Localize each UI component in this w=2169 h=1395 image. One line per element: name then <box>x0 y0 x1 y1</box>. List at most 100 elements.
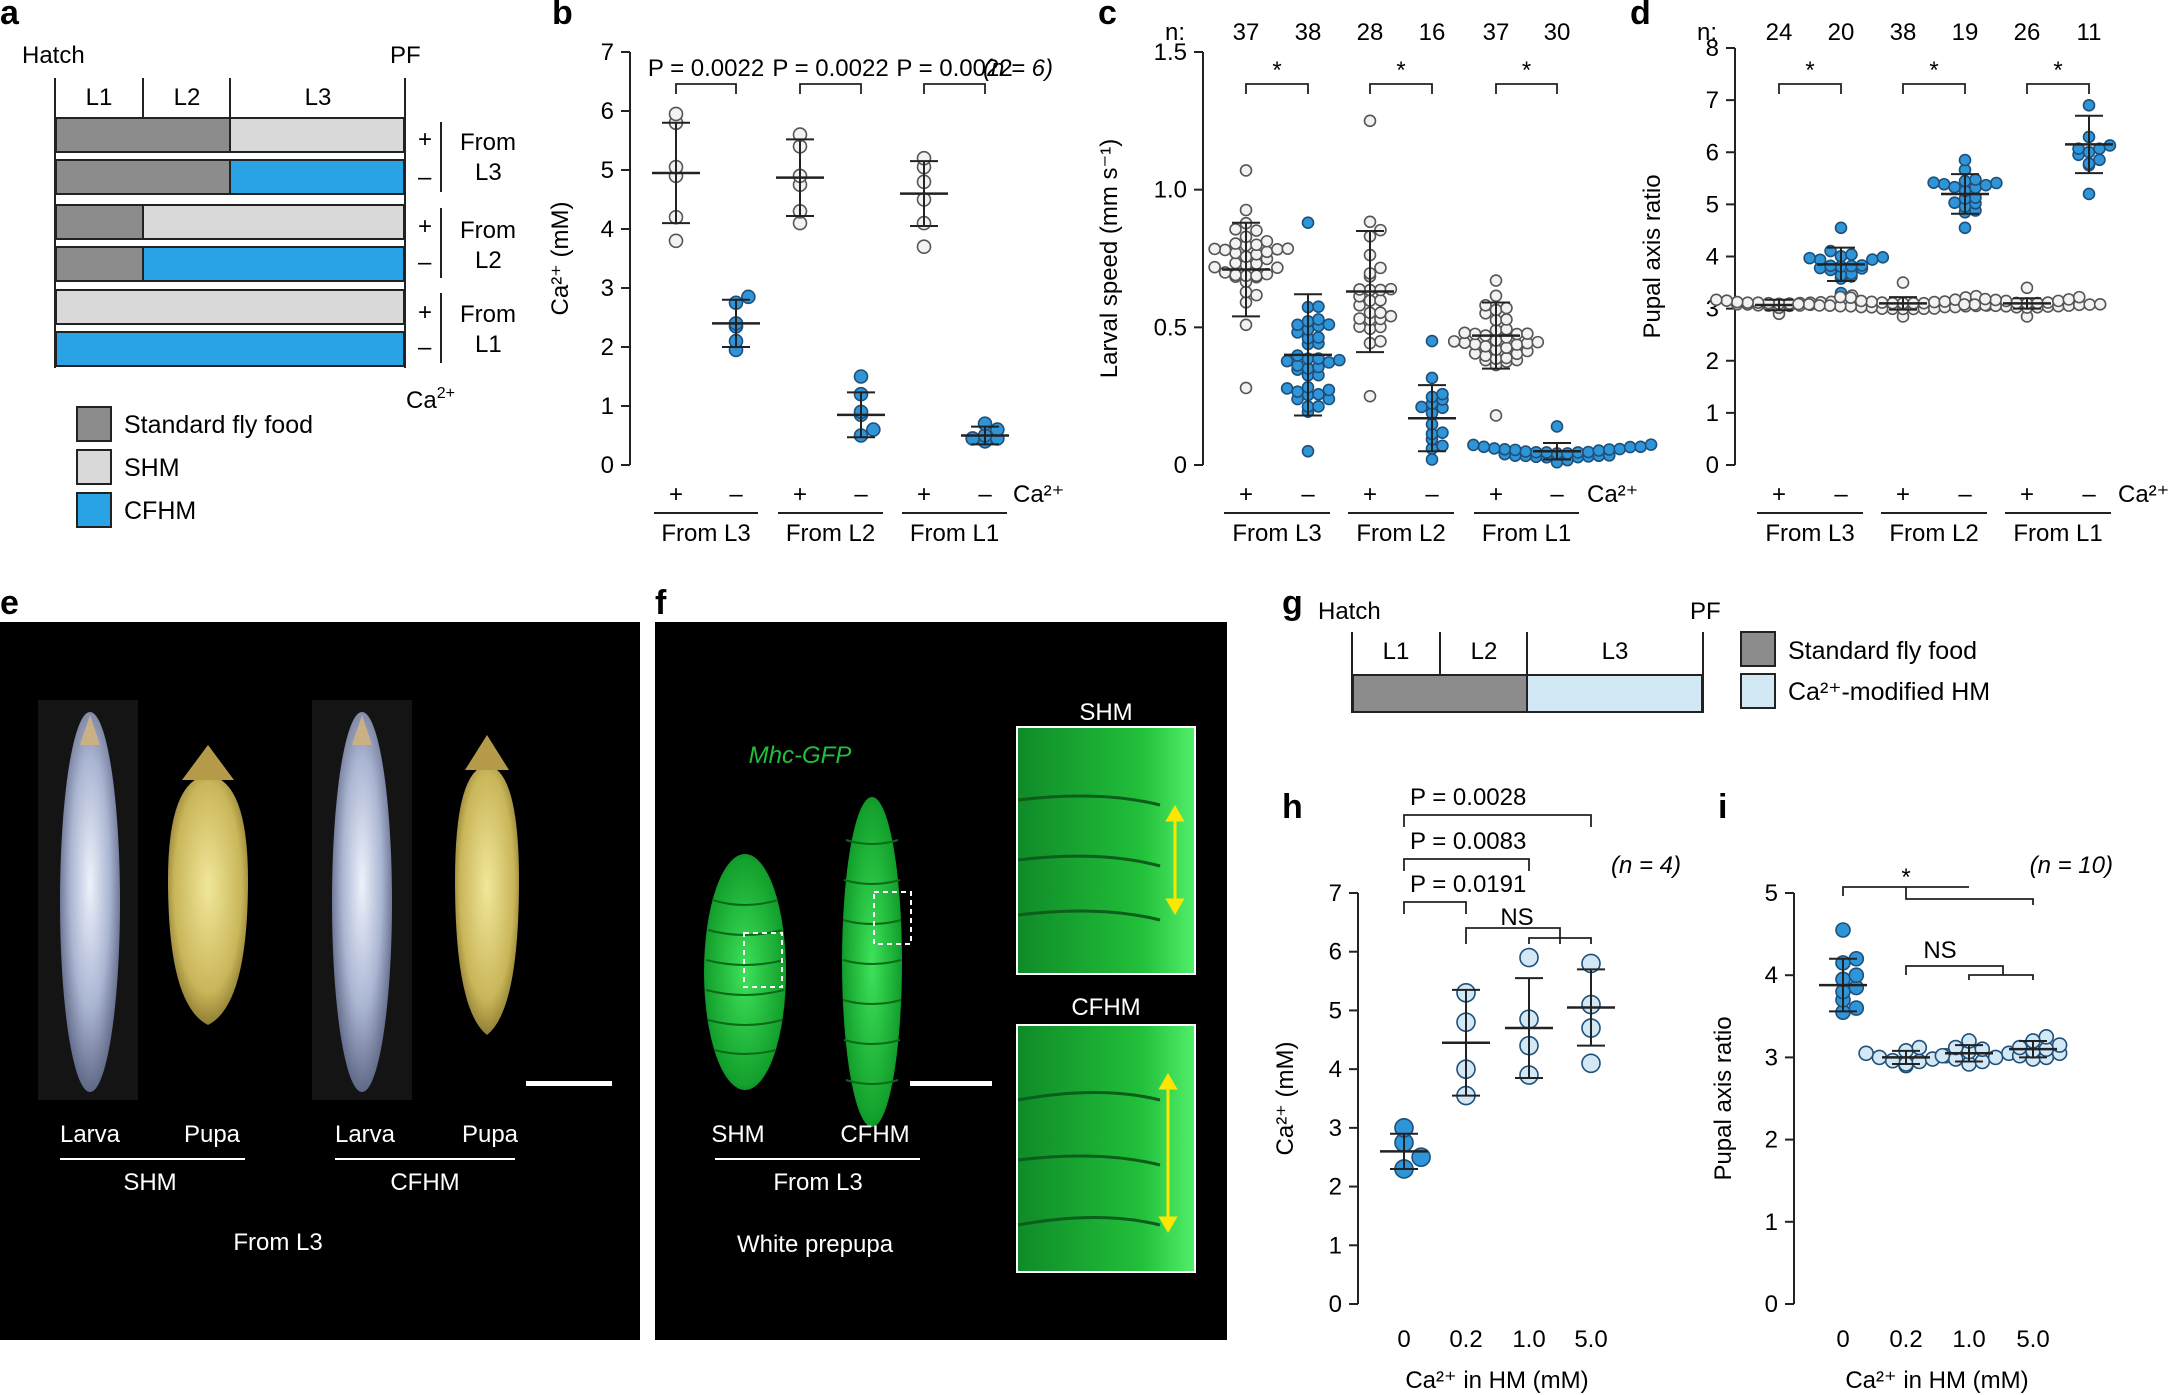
data-point <box>1447 335 1461 348</box>
data-point <box>916 239 932 254</box>
sig-star: * <box>1272 57 1281 84</box>
panel-f-photo <box>655 622 1227 1340</box>
sig-bracket <box>1495 83 1558 94</box>
sig-star: * <box>1805 57 1814 84</box>
n-value: 16 <box>1419 19 1446 46</box>
y-tick-label: 2 <box>1765 1127 1778 1154</box>
data-point <box>1489 409 1503 422</box>
data-point <box>1322 356 1336 369</box>
n-value: 19 <box>1952 19 1979 46</box>
panel-g-timeline <box>1351 632 1704 713</box>
group-label: From L2 <box>786 520 875 547</box>
data-point <box>1488 442 1501 455</box>
n-value: 37 <box>1483 19 1510 46</box>
data-point <box>1934 1047 1951 1064</box>
data-point <box>1280 382 1294 395</box>
inset-cfhm <box>1016 1024 1196 1273</box>
data-point <box>1824 259 1837 273</box>
sig-bracket <box>1842 886 2034 905</box>
x-sign-label: + <box>1363 481 1377 508</box>
data-point <box>1644 438 1658 451</box>
data-point <box>1834 221 1848 235</box>
y-tick-label: 7 <box>601 39 614 66</box>
data-point <box>1720 294 1734 307</box>
data-point <box>1208 260 1221 274</box>
panel-g-legend: Standard fly food Ca²⁺-modified HM <box>1740 631 1990 709</box>
ca-label: Ca²⁺ <box>1013 481 1064 508</box>
ca-label: Ca²⁺ <box>2118 481 2169 508</box>
data-point <box>1582 445 1595 459</box>
data-point <box>2072 290 2086 304</box>
n-value: 24 <box>1766 19 1793 46</box>
p-value: P = 0.0028 <box>1410 784 1526 811</box>
data-point <box>1458 326 1471 340</box>
y-tick-label: 6 <box>1329 939 1342 966</box>
panel-letter-g: g <box>1282 584 1303 622</box>
y-tick-label: 1 <box>1329 1232 1342 1259</box>
data-point <box>1415 400 1428 414</box>
y-tick-label: 6 <box>1706 139 1719 166</box>
f-inset-cfhm-label: CFHM <box>1071 994 1140 1021</box>
data-point <box>1436 387 1449 401</box>
data-point <box>1239 203 1253 217</box>
x-tick-label: 0 <box>1397 1326 1410 1353</box>
x-sign-label: – <box>1425 481 1439 508</box>
x-sign-label: – <box>1301 481 1315 508</box>
data-point <box>1425 334 1439 348</box>
y-tick-label: 0 <box>1329 1291 1342 1318</box>
data-point <box>1291 385 1304 398</box>
data-point <box>1479 340 1492 353</box>
data-point <box>1519 947 1539 968</box>
e-group-shm: SHM <box>123 1169 176 1196</box>
data-point <box>1592 444 1606 457</box>
f-label-shm: SHM <box>711 1121 764 1148</box>
data-point <box>1623 440 1637 454</box>
panel-a-pf: PF <box>390 42 421 69</box>
g-legend-ca-hm: Ca²⁺-modified HM <box>1788 678 1990 706</box>
group-label: From L3 <box>661 520 750 547</box>
data-point <box>1500 351 1513 365</box>
data-point <box>1353 283 1366 296</box>
x-tick-label: 5.0 <box>1574 1326 1607 1353</box>
sig-bracket <box>2026 83 2090 94</box>
data-point <box>1613 442 1626 456</box>
data-point <box>1312 331 1325 344</box>
sig-star: * <box>1929 57 1938 84</box>
scale-bar-f <box>910 1081 992 1086</box>
f-caption: White prepupa <box>737 1231 894 1258</box>
data-point <box>1927 176 1940 190</box>
data-point <box>1999 294 2013 308</box>
group-label: From L1 <box>2013 520 2102 547</box>
x-sign-label: + <box>1772 481 1786 508</box>
panel-a-stage-l1: L1 <box>86 84 113 111</box>
panel-letter-f: f <box>655 584 667 622</box>
inset-shm <box>1016 726 1196 975</box>
data-point <box>1322 383 1336 397</box>
legend-cfhm: CFHM <box>124 497 196 525</box>
data-point <box>1602 443 1616 456</box>
group-label: From L1 <box>910 520 999 547</box>
data-point <box>1281 242 1295 255</box>
x-axis-label: Ca²⁺ in HM (mM) <box>1845 1367 2028 1394</box>
y-tick-label: 1 <box>1706 400 1719 427</box>
data-point <box>1803 251 1816 265</box>
e-label-larva-2: Larva <box>335 1121 396 1148</box>
sig-star: * <box>1522 57 1531 84</box>
ns-bracket-inner <box>1968 974 2034 980</box>
data-point <box>1969 173 1982 186</box>
data-point <box>1436 426 1449 440</box>
data-point <box>1363 114 1377 128</box>
data-point <box>1477 440 1491 454</box>
pair-label-l2-line2: L2 <box>475 247 502 274</box>
e-label-pupa-2: Pupa <box>462 1121 519 1148</box>
sig-bracket <box>1245 83 1309 94</box>
sig-bracket <box>923 83 986 94</box>
data-point <box>1978 292 1992 306</box>
data-point <box>1425 453 1439 466</box>
panel-h-chart: 0 1 2 3 4 5 6 7 Ca²⁺ (mM) 0 0.2 1.0 5.0 Ca²⁺ in HM (m… <box>1272 784 1681 1394</box>
data-point <box>2093 298 2107 311</box>
data-point <box>1937 177 1951 191</box>
ns-label: NS <box>1923 937 1956 964</box>
gfp-cfhm-larva <box>842 797 902 1127</box>
